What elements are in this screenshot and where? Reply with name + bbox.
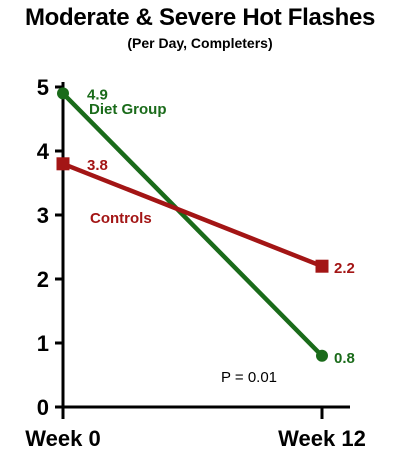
data-label: 3.8	[87, 157, 108, 174]
data-point-marker	[56, 157, 70, 171]
data-label: 0.8	[334, 350, 355, 367]
data-label: 2.2	[334, 260, 355, 277]
series-line-diet-group	[61, 91, 324, 358]
y-tick-label: 3	[37, 203, 49, 228]
data-point-marker	[316, 349, 328, 362]
x-tick-label: Week 0	[25, 426, 100, 451]
series-line-controls	[62, 161, 323, 269]
y-tick-label: 1	[37, 331, 49, 356]
data-point-marker	[57, 87, 69, 100]
x-tick-label: Week 12	[278, 426, 366, 451]
data-label: 4.9	[87, 86, 108, 103]
y-tick-label: 5	[37, 75, 49, 100]
p-value-annotation: P = 0.01	[221, 369, 277, 386]
series-name-label: Diet Group	[89, 101, 167, 118]
data-point-marker	[315, 259, 329, 273]
chart-title: Moderate & Severe Hot Flashes	[24, 4, 376, 31]
y-tick-label: 0	[37, 395, 49, 420]
y-tick-label: 4	[37, 139, 50, 164]
series-name-label: Controls	[90, 210, 152, 227]
y-tick-label: 2	[37, 267, 49, 292]
chart-subtitle: (Per Day, Completers)	[127, 35, 273, 51]
